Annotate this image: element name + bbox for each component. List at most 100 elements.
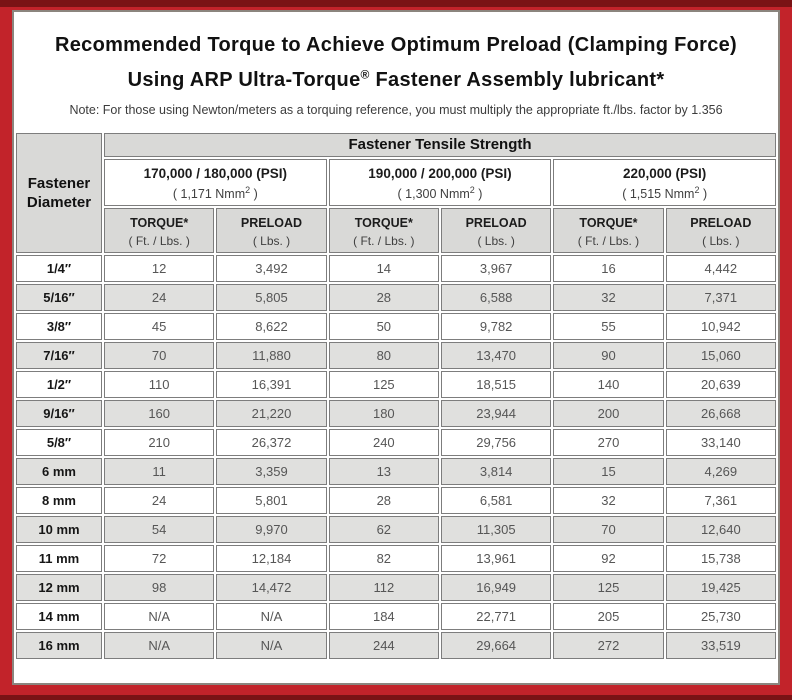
preload-cell: 18,515 xyxy=(440,370,552,398)
torque-cell: 32 xyxy=(553,486,664,514)
content-panel: Recommended Torque to Achieve Optimum Pr… xyxy=(12,10,780,685)
preload-cell: 11,880 xyxy=(216,341,327,369)
preload-cell: 5,801 xyxy=(216,486,327,514)
bottom-dark-strip xyxy=(0,695,792,700)
preload-cell: 29,664 xyxy=(440,631,552,659)
preload-cell: N/A xyxy=(216,631,327,659)
torque-cell: 32 xyxy=(553,283,664,311)
torque-cell: 55 xyxy=(553,312,664,340)
preload-cell: 3,814 xyxy=(440,457,552,485)
torque-column-header: TORQUE* ( Ft. / Lbs. ) xyxy=(553,207,664,253)
torque-cell: 125 xyxy=(553,573,664,601)
preload-cell: 26,668 xyxy=(665,399,776,427)
torque-cell: 50 xyxy=(328,312,439,340)
torque-cell: N/A xyxy=(104,602,215,630)
torque-cell: 70 xyxy=(104,341,215,369)
torque-cell: 98 xyxy=(104,573,215,601)
torque-cell: 62 xyxy=(328,515,439,543)
title-line1: Recommended Torque to Achieve Optimum Pr… xyxy=(54,34,738,56)
preload-column-header: PRELOAD ( Lbs. ) xyxy=(665,207,776,253)
preload-cell: 9,782 xyxy=(440,312,552,340)
torque-cell: 24 xyxy=(104,486,215,514)
torque-cell: 90 xyxy=(553,341,664,369)
table-row: 7/16″ 70 11,880 80 13,470 90 15,060 xyxy=(16,341,776,369)
nmm-rating: ( 1,300 Nmm2 ) xyxy=(397,185,483,202)
torque-column-header: TORQUE* ( Ft. / Lbs. ) xyxy=(104,207,215,253)
corner-line1: Fastener xyxy=(27,174,91,192)
torque-column-header: TORQUE* ( Ft. / Lbs. ) xyxy=(328,207,439,253)
preload-cell: 13,470 xyxy=(440,341,552,369)
torque-cell: 13 xyxy=(328,457,439,485)
torque-cell: 11 xyxy=(104,457,215,485)
torque-cell: 54 xyxy=(104,515,215,543)
preload-cell: 3,492 xyxy=(216,254,327,282)
table-row: 1/4″ 12 3,492 14 3,967 16 4,442 xyxy=(16,254,776,282)
preload-cell: 8,622 xyxy=(216,312,327,340)
diameter-cell: 5/8″ xyxy=(16,428,102,456)
diameter-cell: 1/2″ xyxy=(16,370,102,398)
preload-cell: 15,060 xyxy=(665,341,776,369)
preload-cell: 3,967 xyxy=(440,254,552,282)
preload-cell: 15,738 xyxy=(665,544,776,572)
preload-cell: 25,730 xyxy=(665,602,776,630)
torque-cell: 160 xyxy=(104,399,215,427)
page-title: Recommended Torque to Achieve Optimum Pr… xyxy=(14,31,778,95)
preload-cell: 6,581 xyxy=(440,486,552,514)
preload-cell: 4,269 xyxy=(665,457,776,485)
corner-header-fastener-diameter: Fastener Diameter xyxy=(16,132,102,253)
preload-cell: 33,140 xyxy=(665,428,776,456)
nmm-rating: ( 1,515 Nmm2 ) xyxy=(622,185,708,202)
table-row: 3/8″ 45 8,622 50 9,782 55 10,942 xyxy=(16,312,776,340)
diameter-cell: 14 mm xyxy=(16,602,102,630)
preload-cell: N/A xyxy=(216,602,327,630)
diameter-cell: 16 mm xyxy=(16,631,102,659)
table-header: Fastener Diameter Fastener Tensile Stren… xyxy=(16,132,776,253)
preload-cell: 20,639 xyxy=(665,370,776,398)
table-row: 16 mm N/A N/A 244 29,664 272 33,519 xyxy=(16,631,776,659)
nmm-rating: ( 1,171 Nmm2 ) xyxy=(172,185,258,202)
preload-cell: 21,220 xyxy=(216,399,327,427)
top-dark-strip xyxy=(0,0,792,7)
preload-cell: 6,588 xyxy=(440,283,552,311)
torque-cell: 14 xyxy=(328,254,439,282)
preload-cell: 4,442 xyxy=(665,254,776,282)
diameter-cell: 7/16″ xyxy=(16,341,102,369)
torque-cell: 272 xyxy=(553,631,664,659)
table-row: 14 mm N/A N/A 184 22,771 205 25,730 xyxy=(16,602,776,630)
table-row: 6 mm 11 3,359 13 3,814 15 4,269 xyxy=(16,457,776,485)
table-row: 12 mm 98 14,472 112 16,949 125 19,425 xyxy=(16,573,776,601)
preload-cell: 3,359 xyxy=(216,457,327,485)
preload-cell: 29,756 xyxy=(440,428,552,456)
table-row: 1/2″ 110 16,391 125 18,515 140 20,639 xyxy=(16,370,776,398)
tensile-strength-header: Fastener Tensile Strength xyxy=(104,132,776,157)
preload-cell: 14,472 xyxy=(216,573,327,601)
preload-cell: 10,942 xyxy=(665,312,776,340)
torque-cell: 72 xyxy=(104,544,215,572)
psi-group-1: 170,000 / 180,000 (PSI) ( 1,171 Nmm2 ) xyxy=(104,158,327,206)
torque-cell: 184 xyxy=(328,602,439,630)
preload-cell: 13,961 xyxy=(440,544,552,572)
psi-group-3: 220,000 (PSI) ( 1,515 Nmm2 ) xyxy=(553,158,776,206)
registered-trademark-symbol: ® xyxy=(360,67,370,81)
preload-cell: 23,944 xyxy=(440,399,552,427)
table-row: 10 mm 54 9,970 62 11,305 70 12,640 xyxy=(16,515,776,543)
torque-cell: 240 xyxy=(328,428,439,456)
torque-cell: 80 xyxy=(328,341,439,369)
diameter-cell: 11 mm xyxy=(16,544,102,572)
torque-cell: N/A xyxy=(104,631,215,659)
psi-rating: 220,000 (PSI) xyxy=(623,166,707,182)
corner-line2: Diameter xyxy=(26,193,92,211)
diameter-cell: 10 mm xyxy=(16,515,102,543)
torque-cell: 16 xyxy=(553,254,664,282)
diameter-cell: 3/8″ xyxy=(16,312,102,340)
preload-cell: 16,391 xyxy=(216,370,327,398)
preload-cell: 12,184 xyxy=(216,544,327,572)
torque-preload-table: Fastener Diameter Fastener Tensile Stren… xyxy=(14,131,778,661)
preload-cell: 12,640 xyxy=(665,515,776,543)
torque-cell: 82 xyxy=(328,544,439,572)
torque-cell: 200 xyxy=(553,399,664,427)
torque-cell: 12 xyxy=(104,254,215,282)
torque-cell: 24 xyxy=(104,283,215,311)
torque-cell: 270 xyxy=(553,428,664,456)
